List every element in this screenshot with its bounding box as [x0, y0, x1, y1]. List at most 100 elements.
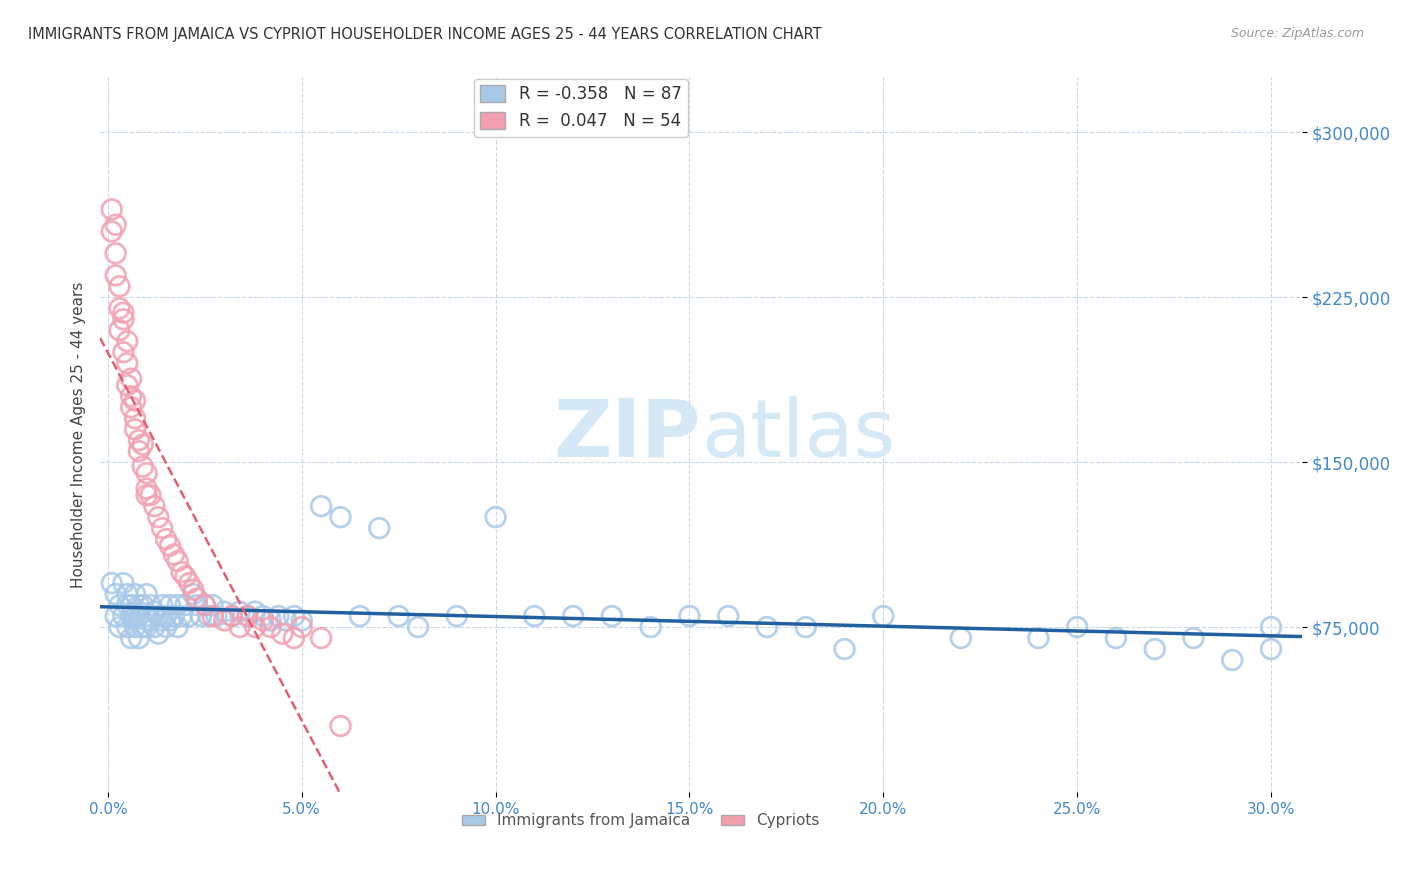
Point: [139, 614, 162, 628]
Point: [135, 609, 157, 624]
Point: [872, 609, 894, 624]
Point: [678, 609, 700, 624]
Point: [484, 510, 506, 524]
Point: [112, 609, 135, 624]
Point: [112, 312, 135, 326]
Point: [132, 459, 155, 474]
Point: [1105, 631, 1128, 645]
Point: [267, 609, 290, 624]
Point: [120, 401, 142, 415]
Point: [139, 598, 162, 612]
Point: [201, 598, 224, 612]
Point: [1220, 653, 1243, 667]
Point: [155, 620, 177, 634]
Point: [523, 609, 546, 624]
Point: [1260, 642, 1282, 657]
Point: [159, 539, 181, 553]
Point: [309, 631, 332, 645]
Point: [104, 268, 127, 283]
Point: [143, 620, 166, 634]
Point: [139, 488, 162, 502]
Point: [120, 389, 142, 403]
Point: [406, 620, 429, 634]
Point: [291, 620, 314, 634]
Text: Source: ZipAtlas.com: Source: ZipAtlas.com: [1230, 27, 1364, 40]
Point: [117, 587, 139, 601]
Point: [117, 620, 139, 634]
Point: [446, 609, 468, 624]
Point: [228, 605, 250, 619]
Point: [309, 499, 332, 513]
Point: [260, 614, 283, 628]
Point: [120, 371, 142, 385]
Point: [150, 521, 173, 535]
Point: [756, 620, 779, 634]
Point: [252, 609, 274, 624]
Point: [108, 598, 131, 612]
Point: [221, 609, 243, 624]
Point: [104, 218, 127, 232]
Point: [717, 609, 740, 624]
Point: [117, 334, 139, 349]
Point: [186, 591, 208, 606]
Point: [329, 719, 352, 733]
Point: [100, 224, 122, 238]
Point: [104, 609, 127, 624]
Point: [124, 587, 146, 601]
Point: [124, 609, 146, 624]
Point: [148, 626, 170, 640]
Point: [166, 620, 188, 634]
Point: [108, 301, 131, 316]
Point: [236, 609, 259, 624]
Point: [163, 609, 186, 624]
Point: [135, 482, 157, 496]
Point: [949, 631, 972, 645]
Point: [194, 598, 217, 612]
Point: [135, 587, 157, 601]
Point: [201, 609, 224, 624]
Text: ZIP: ZIP: [554, 396, 702, 474]
Point: [170, 609, 193, 624]
Point: [252, 614, 274, 628]
Point: [283, 631, 305, 645]
Point: [112, 306, 135, 320]
Point: [834, 642, 856, 657]
Point: [163, 548, 186, 562]
Point: [600, 609, 623, 624]
Point: [349, 609, 371, 624]
Point: [108, 620, 131, 634]
Point: [135, 466, 157, 480]
Point: [228, 620, 250, 634]
Point: [150, 614, 173, 628]
Point: [166, 598, 188, 612]
Point: [1028, 631, 1050, 645]
Point: [1182, 631, 1205, 645]
Point: [640, 620, 662, 634]
Point: [104, 246, 127, 260]
Point: [388, 609, 411, 624]
Point: [562, 609, 585, 624]
Point: [245, 605, 267, 619]
Point: [143, 499, 166, 513]
Point: [236, 609, 259, 624]
Point: [117, 356, 139, 370]
Point: [186, 598, 208, 612]
Point: [112, 345, 135, 359]
Point: [170, 565, 193, 579]
Point: [271, 626, 294, 640]
Point: [132, 598, 155, 612]
Point: [124, 393, 146, 408]
Text: atlas: atlas: [702, 396, 896, 474]
Point: [179, 609, 201, 624]
Y-axis label: Householder Income Ages 25 - 44 years: Householder Income Ages 25 - 44 years: [72, 282, 86, 588]
Point: [135, 620, 157, 634]
Point: [181, 582, 204, 597]
Point: [128, 444, 150, 458]
Point: [159, 598, 181, 612]
Point: [181, 587, 204, 601]
Point: [135, 488, 157, 502]
Point: [212, 614, 235, 628]
Point: [794, 620, 817, 634]
Point: [117, 378, 139, 392]
Point: [197, 609, 219, 624]
